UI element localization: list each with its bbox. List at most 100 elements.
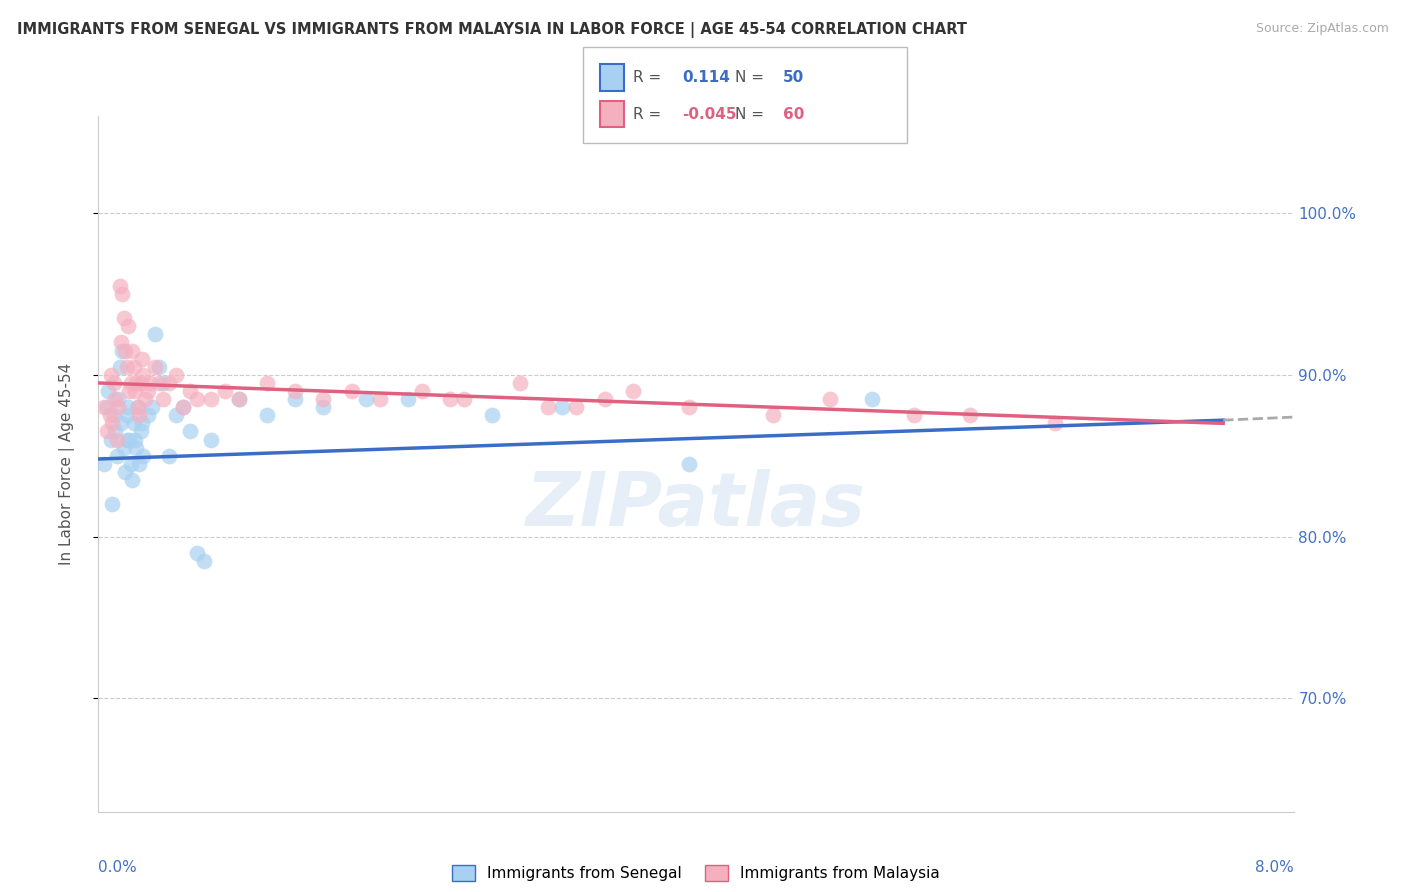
Text: 60: 60 — [783, 106, 804, 121]
Point — [122, 417, 145, 431]
Point — [678, 401, 700, 415]
Point — [565, 401, 588, 415]
Point — [108, 359, 131, 374]
Point — [132, 449, 155, 463]
Point — [186, 546, 208, 560]
Point — [818, 392, 841, 406]
Point — [509, 376, 531, 390]
Point — [117, 319, 139, 334]
Point — [200, 433, 222, 447]
Point — [959, 409, 981, 423]
Point — [860, 392, 883, 406]
Point — [93, 457, 115, 471]
Point — [98, 409, 121, 423]
Point — [128, 457, 150, 471]
Point — [228, 392, 250, 406]
Point — [284, 392, 307, 406]
Point — [101, 497, 124, 511]
Point — [411, 384, 433, 398]
Point — [114, 465, 136, 479]
Point — [97, 384, 120, 398]
Y-axis label: In Labor Force | Age 45-54: In Labor Force | Age 45-54 — [59, 363, 75, 565]
Point — [115, 409, 138, 423]
Point — [228, 392, 250, 406]
Point — [124, 433, 146, 447]
Point — [111, 343, 134, 358]
Point — [101, 417, 124, 431]
Point — [96, 401, 118, 415]
Point — [678, 457, 700, 471]
Point — [118, 433, 141, 447]
Point — [110, 335, 132, 350]
Point — [100, 368, 122, 382]
Point — [368, 392, 391, 406]
Text: 8.0%: 8.0% — [1254, 861, 1294, 875]
Text: Source: ZipAtlas.com: Source: ZipAtlas.com — [1256, 22, 1389, 36]
Point — [129, 376, 152, 390]
Point — [141, 401, 163, 415]
Point — [93, 401, 115, 415]
Point — [136, 384, 159, 398]
Point — [593, 392, 616, 406]
Text: R =: R = — [633, 70, 661, 86]
Point — [120, 376, 142, 390]
Text: ZIPatlas: ZIPatlas — [526, 469, 866, 542]
Point — [122, 359, 145, 374]
Point — [453, 392, 475, 406]
Point — [104, 392, 127, 406]
Point — [105, 449, 128, 463]
Point — [107, 401, 129, 415]
Text: R =: R = — [633, 106, 661, 121]
Text: N =: N = — [735, 70, 765, 86]
Point — [903, 409, 925, 423]
Point — [157, 449, 180, 463]
Text: 0.0%: 0.0% — [98, 861, 138, 875]
Point — [115, 433, 138, 447]
Point — [131, 417, 153, 431]
Point — [354, 392, 377, 406]
Point — [148, 376, 170, 390]
Point — [157, 376, 180, 390]
Point — [152, 392, 174, 406]
Point — [125, 376, 148, 390]
Point — [111, 287, 134, 301]
Text: 0.114: 0.114 — [682, 70, 730, 86]
Point — [127, 401, 149, 415]
Point — [127, 401, 149, 415]
Point — [340, 384, 363, 398]
Point — [121, 473, 143, 487]
Point — [96, 425, 118, 439]
Point — [128, 409, 150, 423]
Point — [186, 392, 208, 406]
Point — [148, 359, 170, 374]
Point — [537, 401, 560, 415]
Point — [104, 425, 127, 439]
Point — [621, 384, 644, 398]
Point — [284, 384, 307, 398]
Point — [165, 368, 187, 382]
Point — [117, 401, 139, 415]
Point — [172, 401, 194, 415]
Point — [112, 311, 135, 326]
Point — [107, 392, 129, 406]
Point — [129, 425, 152, 439]
Point — [312, 401, 335, 415]
Point — [179, 425, 201, 439]
Point — [551, 401, 574, 415]
Point — [100, 433, 122, 447]
Point — [256, 376, 278, 390]
Point — [118, 384, 141, 398]
Point — [439, 392, 461, 406]
Point — [139, 376, 162, 390]
Point — [143, 327, 166, 342]
Point — [105, 433, 128, 447]
Point — [131, 351, 153, 366]
Point — [125, 441, 148, 455]
Point — [1043, 417, 1066, 431]
Point — [762, 409, 785, 423]
Point — [312, 392, 335, 406]
Text: -0.045: -0.045 — [682, 106, 737, 121]
Point — [115, 359, 138, 374]
Point — [103, 409, 125, 423]
Point — [134, 392, 156, 406]
